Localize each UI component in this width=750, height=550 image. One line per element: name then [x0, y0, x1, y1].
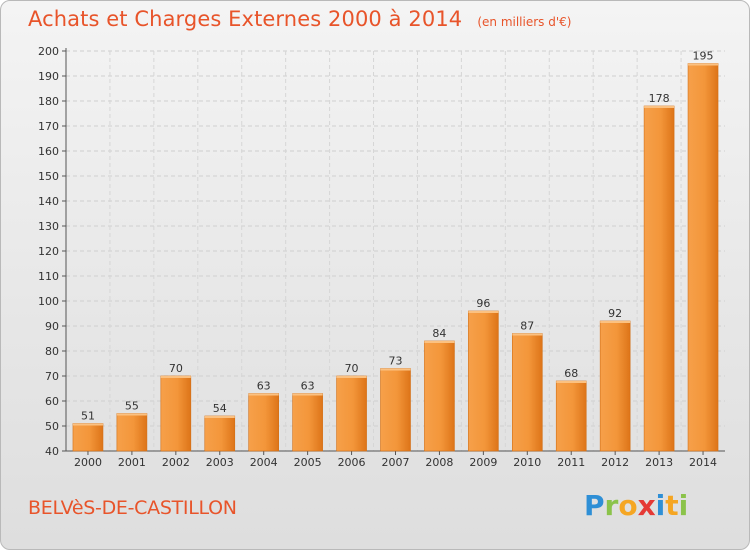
proxiti-logo: Proxiti [584, 489, 688, 522]
chart-subtitle: (en milliers d'€) [477, 15, 572, 29]
data-label: 70 [345, 362, 359, 375]
y-tick-label: 120 [38, 245, 59, 258]
data-label: 54 [213, 402, 227, 415]
x-tick-label: 2005 [294, 456, 322, 469]
bar-top-highlight [688, 63, 719, 66]
y-tick-label: 190 [38, 70, 59, 83]
bar [204, 415, 236, 452]
bars [72, 63, 719, 452]
bar-top-highlight [336, 376, 367, 378]
y-tick-label: 50 [45, 420, 59, 433]
y-tick-label: 200 [38, 45, 59, 58]
bar-top-highlight [248, 393, 279, 396]
logo-letter: i [655, 489, 666, 522]
data-label: 63 [257, 380, 271, 393]
logo-letter: o [618, 489, 638, 522]
y-tick-label: 70 [45, 370, 59, 383]
bar-top-highlight [116, 413, 147, 416]
x-tick-label: 2004 [250, 456, 278, 469]
bar-top-highlight [556, 381, 587, 383]
x-tick-label: 2001 [118, 456, 146, 469]
bar [72, 423, 104, 452]
bar [555, 380, 587, 452]
logo-letter: x [637, 489, 656, 522]
logo-letter: r [604, 489, 619, 522]
x-tick-label: 2006 [338, 456, 366, 469]
y-tick-label: 80 [45, 345, 59, 358]
bar [687, 63, 719, 452]
bar [292, 393, 323, 452]
y-tick-label: 130 [38, 220, 59, 233]
x-tick-label: 2011 [557, 456, 585, 469]
bar-top-highlight [292, 393, 323, 396]
y-tick-label: 90 [45, 320, 59, 333]
bar [424, 340, 455, 452]
chart-title: Achats et Charges Externes 2000 à 2014 [28, 7, 463, 31]
logo-letter: t [665, 489, 679, 522]
bar [511, 333, 543, 452]
bar-top-highlight [72, 423, 103, 426]
x-tick-label: 2002 [162, 456, 190, 469]
logo-letter: P [584, 489, 605, 522]
y-tick-label: 140 [38, 195, 59, 208]
data-label: 178 [649, 92, 670, 105]
commune-name: BELVèS-DE-CASTILLON [28, 497, 237, 519]
data-label: 51 [81, 410, 95, 423]
data-label: 84 [432, 327, 446, 340]
y-tick-label: 160 [38, 145, 59, 158]
bar-top-highlight [160, 376, 191, 378]
data-label: 55 [125, 400, 139, 413]
bar [248, 393, 279, 452]
x-tick-label: 2013 [645, 456, 673, 469]
bar [380, 368, 411, 452]
data-label: 92 [608, 307, 622, 320]
bar [599, 320, 631, 452]
bar-top-highlight [468, 311, 499, 313]
bar-top-highlight [424, 341, 455, 343]
y-tick-label: 40 [45, 445, 59, 458]
data-label: 87 [520, 320, 534, 333]
bar [643, 105, 675, 452]
data-label: 70 [169, 362, 183, 375]
bar-top-highlight [512, 333, 543, 336]
bar [336, 375, 367, 452]
bar [160, 375, 192, 452]
data-label: 68 [564, 367, 578, 380]
x-tick-label: 2009 [469, 456, 497, 469]
x-tick-label: 2012 [601, 456, 629, 469]
x-tick-label: 2010 [513, 456, 541, 469]
y-tick-label: 100 [38, 295, 59, 308]
bar [468, 310, 499, 452]
bar-top-highlight [644, 106, 675, 108]
bar-top-highlight [204, 416, 235, 418]
bar [116, 413, 148, 452]
x-tick-label: 2007 [382, 456, 410, 469]
x-tick-label: 2008 [425, 456, 453, 469]
title-block: Achats et Charges Externes 2000 à 2014 (… [28, 7, 571, 31]
data-label: 63 [301, 380, 315, 393]
x-tick-label: 2003 [206, 456, 234, 469]
x-tick-label: 2014 [689, 456, 717, 469]
data-label: 195 [693, 50, 714, 63]
data-label: 73 [389, 355, 403, 368]
y-tick-label: 60 [45, 395, 59, 408]
y-tick-label: 170 [38, 120, 59, 133]
bar-top-highlight [600, 321, 631, 323]
y-tick-label: 150 [38, 170, 59, 183]
logo-letter: i [678, 489, 689, 522]
data-label: 96 [476, 297, 490, 310]
value-labels: 51 55 70 54 63 63 70 73 84 96 87 68 92 178 195 [81, 50, 714, 423]
bar-top-highlight [380, 368, 411, 371]
y-tick-label: 180 [38, 95, 59, 108]
x-tick-label: 2000 [74, 456, 102, 469]
y-tick-label: 110 [38, 270, 59, 283]
